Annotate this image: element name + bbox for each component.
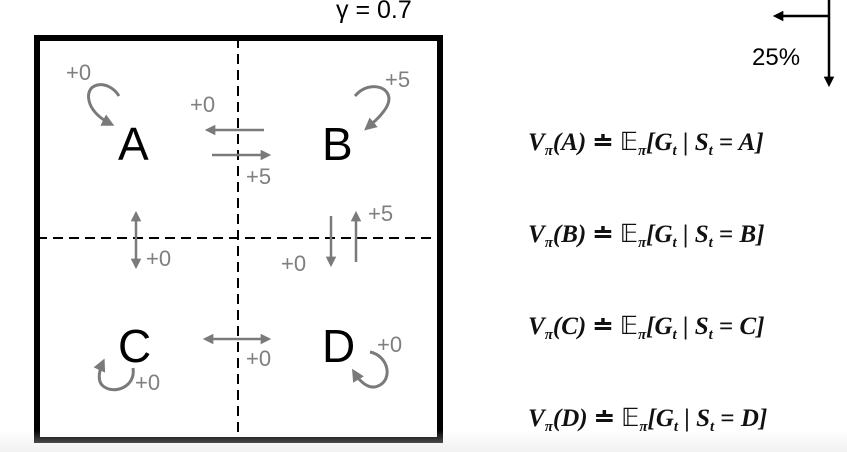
reward-a-to-b: +0	[190, 92, 215, 117]
state-b-label: B	[322, 118, 353, 170]
eq-a-state-rhs: A	[738, 129, 756, 156]
eq-c-state-rhs: C	[739, 313, 757, 340]
value-equation-c: Vπ(C) ≐ 𝔼π[Gt | St = C]	[528, 313, 765, 343]
policy-probability-label: 25%	[752, 44, 801, 71]
discount-factor-label: γ = 0.7	[336, 0, 412, 24]
value-equation-b: Vπ(B) ≐ 𝔼π[Gt | St = B]	[528, 221, 765, 251]
state-c-label: C	[118, 320, 151, 372]
eq-b-state-rhs: B	[739, 221, 757, 248]
eq-d-state: D	[561, 405, 580, 432]
reward-b-self: +5	[385, 67, 410, 92]
value-equation-a: Vπ(A) ≐ 𝔼π[Gt | St = A]	[528, 129, 764, 159]
value-equation-d: Vπ(D) ≐ 𝔼π[Gt | St = D]	[528, 405, 768, 435]
eq-d-state-rhs: D	[740, 405, 759, 432]
reward-b-to-a: +5	[246, 164, 271, 189]
c-self-loop-arrow	[93, 358, 135, 392]
reward-d-to-b: +5	[368, 201, 393, 226]
eq-b-state: B	[561, 221, 578, 248]
reward-a-c: +0	[146, 246, 171, 271]
state-a-label: A	[118, 118, 149, 170]
b-self-loop-arrow	[353, 85, 391, 131]
eq-c-state: C	[561, 313, 578, 340]
eq-a-state: A	[561, 129, 578, 156]
reward-b-to-d: +0	[281, 251, 306, 276]
a-self-loop-arrow	[87, 83, 121, 126]
reward-a-self: +0	[66, 60, 91, 85]
d-self-loop-arrow	[352, 350, 389, 389]
state-d-label: D	[322, 320, 355, 372]
reward-d-self: +0	[377, 332, 402, 357]
reward-c-d: +0	[246, 346, 271, 371]
reward-c-self: +0	[135, 370, 160, 395]
